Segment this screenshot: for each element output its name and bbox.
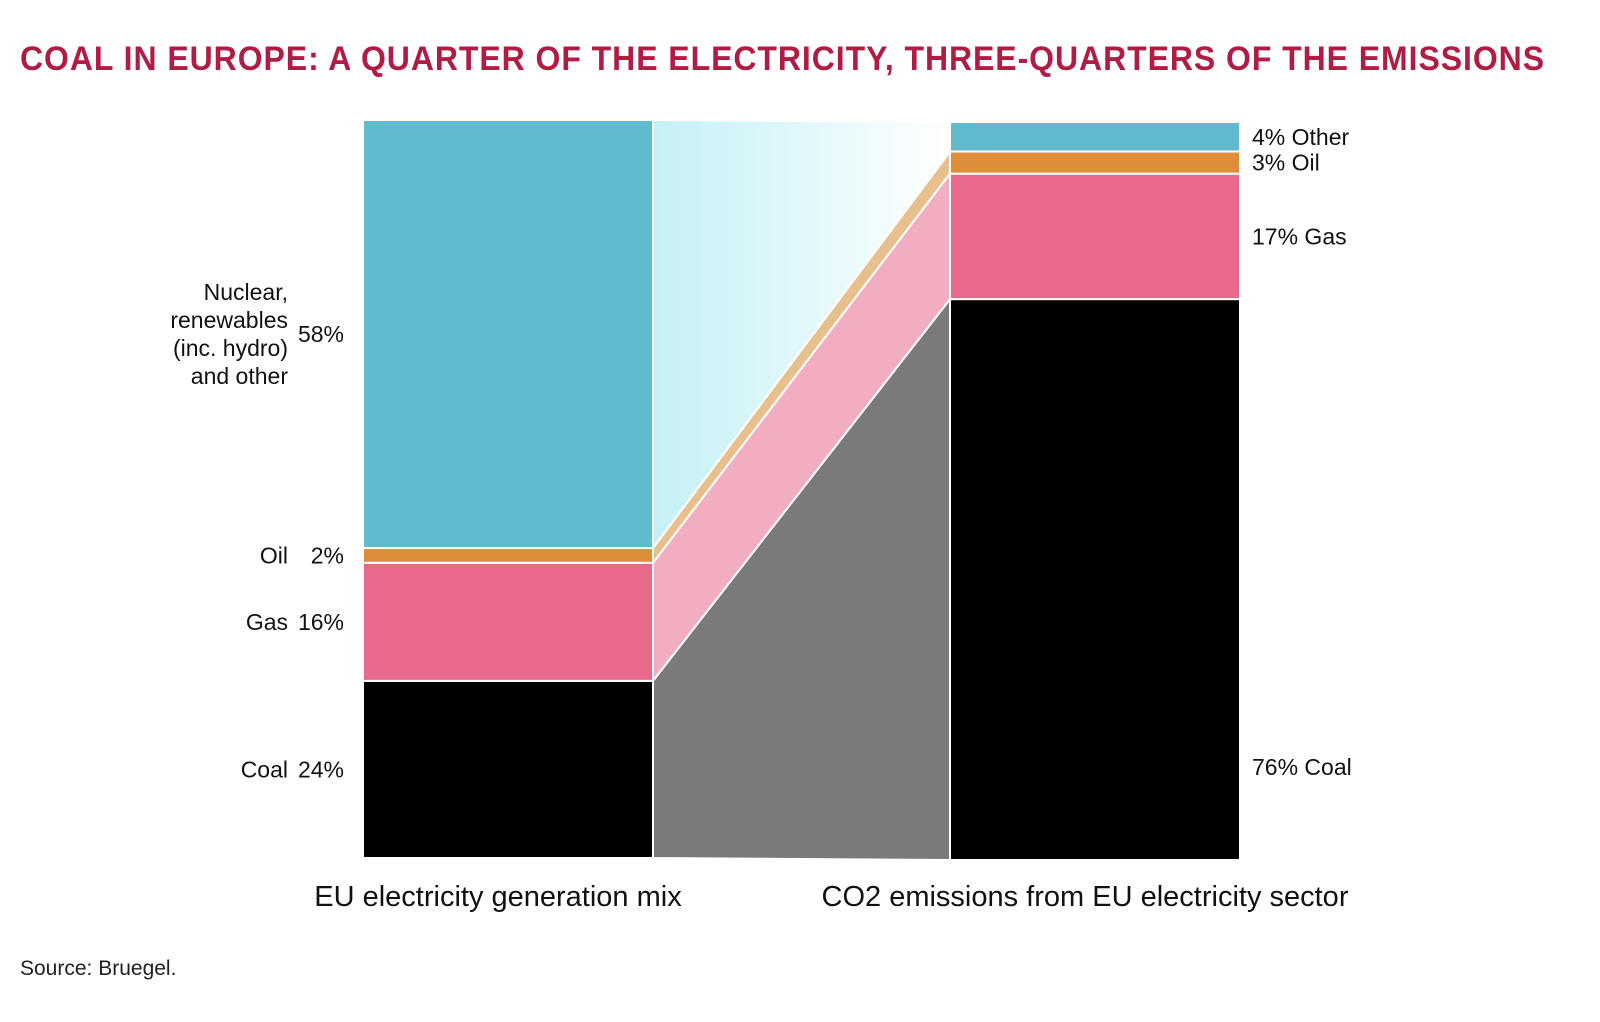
bar-generation-other (362, 119, 654, 550)
source-note: Source: Bruegel. (20, 957, 176, 980)
left-label-gas: Gas (246, 609, 288, 635)
bar-emissions-gas (949, 172, 1241, 301)
segment-labels: Coal 24% 76% Coal Gas 16% 17% Gas Oil 2% 3% Oil N… (170, 124, 1351, 783)
bars (362, 119, 1241, 861)
right-label-gas: 17% Gas (1252, 223, 1347, 249)
left-value-coal: 24% (298, 756, 344, 782)
bar-generation-coal (362, 679, 654, 859)
left-label-coal: Coal (241, 756, 288, 782)
bar-emissions-oil (949, 150, 1241, 175)
bar-emissions-coal (949, 298, 1241, 861)
right-label-oil: 3% Oil (1252, 150, 1320, 176)
right-label-coal: 76% Coal (1252, 754, 1352, 780)
bar-generation-oil (362, 547, 654, 564)
category-label-generation: EU electricity generation mix (314, 881, 682, 913)
flows (652, 118, 951, 862)
right-label-other: 4% Other (1252, 124, 1349, 150)
left-label-oil: Oil (260, 542, 288, 568)
left-label-other: Nuclear, renewables (inc. hydro) and other (170, 279, 288, 389)
left-value-other: 58% (298, 321, 344, 347)
bar-generation-gas (362, 561, 654, 682)
category-label-emissions: CO2 emissions from EU electricity sector (822, 881, 1349, 913)
chart-title: COAL IN EUROPE: A QUARTER OF THE ELECTRI… (20, 40, 1545, 78)
left-value-oil: 2% (311, 542, 344, 568)
left-value-gas: 16% (298, 609, 344, 635)
bar-emissions-other (949, 121, 1241, 153)
